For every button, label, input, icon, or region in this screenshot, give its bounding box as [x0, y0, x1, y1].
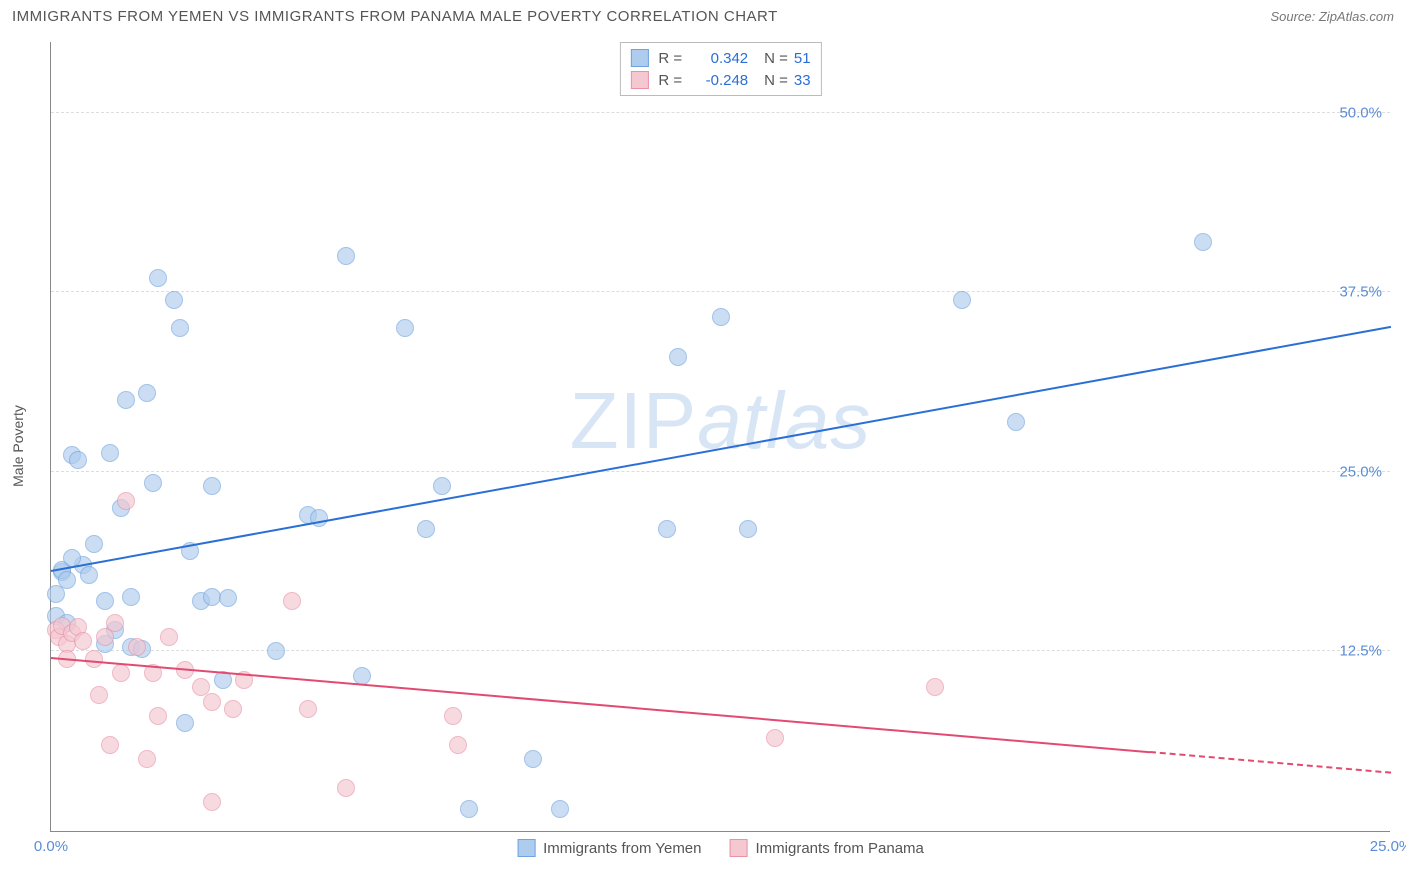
source-link[interactable]: ZipAtlas.com — [1319, 9, 1394, 24]
data-point — [739, 520, 757, 538]
data-point — [138, 750, 156, 768]
series-legend: Immigrants from Yemen Immigrants from Pa… — [517, 839, 924, 857]
correlation-legend: R = 0.342 N = 51 R = -0.248 N = 33 — [619, 42, 821, 96]
data-point — [1194, 233, 1212, 251]
data-point — [433, 477, 451, 495]
swatch-panama — [630, 71, 648, 89]
data-point — [337, 247, 355, 265]
data-point — [101, 736, 119, 754]
y-tick-label: 37.5% — [1339, 284, 1382, 301]
data-point — [85, 650, 103, 668]
gridline — [51, 112, 1390, 113]
y-axis-label: Male Poverty — [10, 405, 26, 487]
data-point — [160, 628, 178, 646]
data-point — [203, 793, 221, 811]
data-point — [766, 729, 784, 747]
source-attribution: Source: ZipAtlas.com — [1270, 9, 1394, 24]
data-point — [58, 571, 76, 589]
gridline — [51, 471, 1390, 472]
data-point — [112, 664, 130, 682]
data-point — [101, 444, 119, 462]
data-point — [712, 308, 730, 326]
data-point — [449, 736, 467, 754]
data-point — [299, 700, 317, 718]
data-point — [219, 589, 237, 607]
swatch-yemen-icon — [517, 839, 535, 857]
data-point — [460, 800, 478, 818]
y-tick-label: 12.5% — [1339, 643, 1382, 660]
data-point — [417, 520, 435, 538]
data-point — [80, 566, 98, 584]
data-point — [165, 291, 183, 309]
data-point — [149, 707, 167, 725]
data-point — [122, 588, 140, 606]
x-tick-label: 25.0% — [1370, 838, 1406, 855]
data-point — [85, 535, 103, 553]
scatter-plot: ZIPatlas R = 0.342 N = 51 R = -0.248 N =… — [50, 42, 1390, 832]
chart-title: IMMIGRANTS FROM YEMEN VS IMMIGRANTS FROM… — [12, 8, 778, 25]
data-point — [96, 592, 114, 610]
data-point — [669, 348, 687, 366]
data-point — [551, 800, 569, 818]
data-point — [396, 319, 414, 337]
data-point — [171, 319, 189, 337]
x-tick-label: 0.0% — [34, 838, 68, 855]
data-point — [926, 678, 944, 696]
watermark: ZIPatlas — [570, 375, 871, 467]
data-point — [203, 693, 221, 711]
data-point — [74, 632, 92, 650]
legend-row-panama: R = -0.248 N = 33 — [630, 69, 810, 91]
data-point — [337, 779, 355, 797]
legend-row-yemen: R = 0.342 N = 51 — [630, 47, 810, 69]
data-point — [117, 391, 135, 409]
data-point — [224, 700, 242, 718]
legend-item-panama: Immigrants from Panama — [730, 839, 924, 857]
swatch-yemen — [630, 49, 648, 67]
data-point — [203, 477, 221, 495]
trend-line — [1150, 751, 1391, 774]
gridline — [51, 650, 1390, 651]
trend-line — [51, 326, 1391, 572]
data-point — [144, 474, 162, 492]
data-point — [444, 707, 462, 725]
data-point — [953, 291, 971, 309]
y-tick-label: 50.0% — [1339, 104, 1382, 121]
data-point — [117, 492, 135, 510]
data-point — [658, 520, 676, 538]
data-point — [69, 451, 87, 469]
y-tick-label: 25.0% — [1339, 463, 1382, 480]
data-point — [176, 714, 194, 732]
data-point — [524, 750, 542, 768]
data-point — [283, 592, 301, 610]
legend-item-yemen: Immigrants from Yemen — [517, 839, 701, 857]
data-point — [128, 638, 146, 656]
data-point — [149, 269, 167, 287]
data-point — [90, 686, 108, 704]
data-point — [1007, 413, 1025, 431]
data-point — [267, 642, 285, 660]
gridline — [51, 291, 1390, 292]
data-point — [138, 384, 156, 402]
data-point — [106, 614, 124, 632]
swatch-panama-icon — [730, 839, 748, 857]
